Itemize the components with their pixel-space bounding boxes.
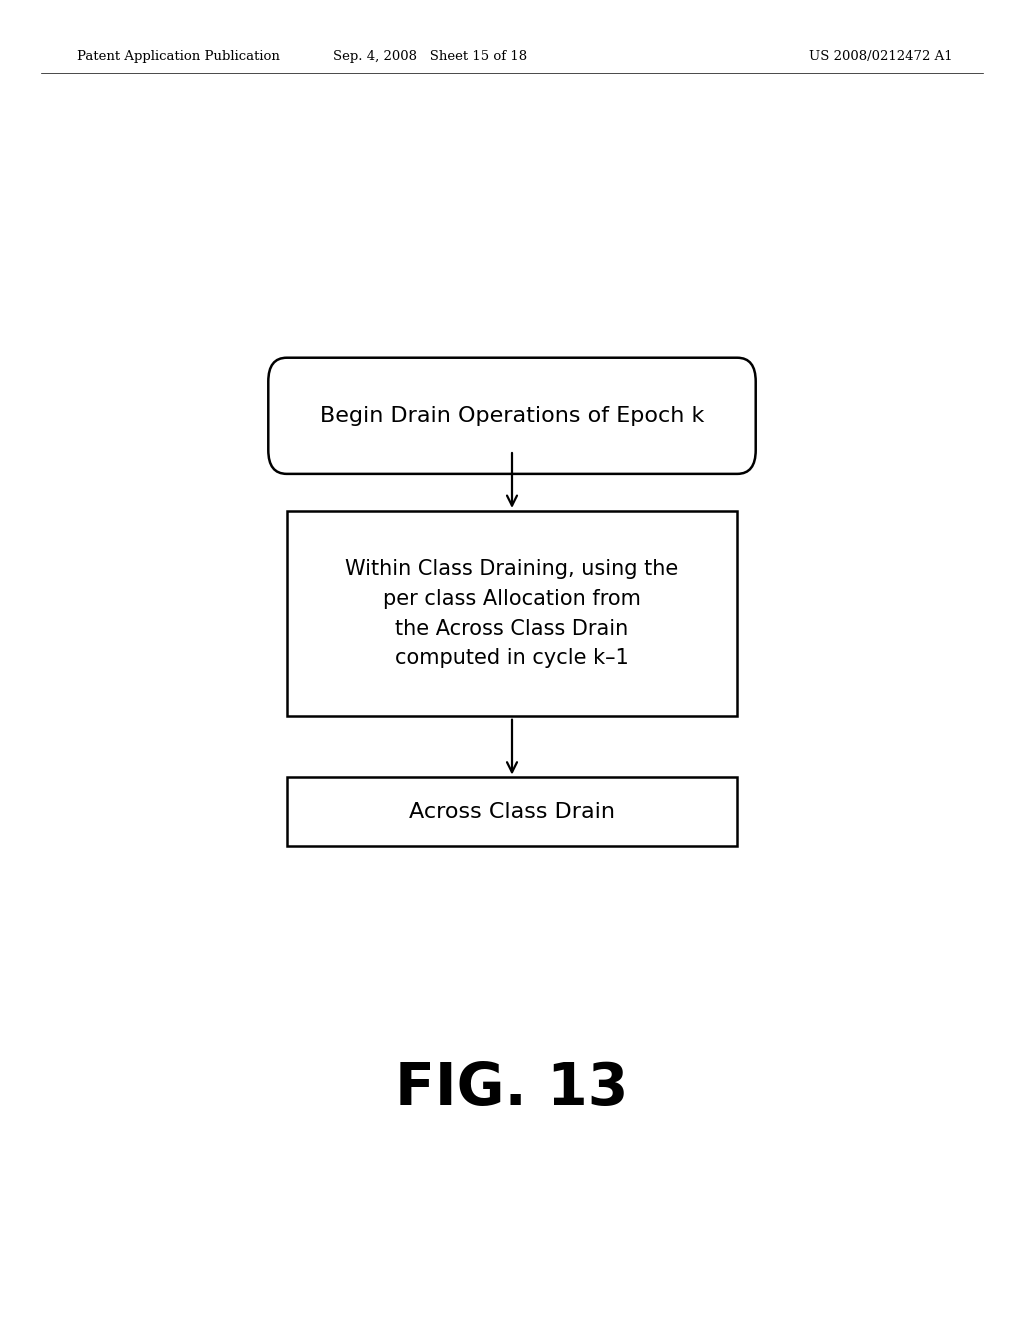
Text: Across Class Drain: Across Class Drain [409,801,615,822]
Text: US 2008/0212472 A1: US 2008/0212472 A1 [809,50,952,63]
Text: FIG. 13: FIG. 13 [395,1060,629,1118]
Text: Sep. 4, 2008   Sheet 15 of 18: Sep. 4, 2008 Sheet 15 of 18 [333,50,527,63]
Text: Patent Application Publication: Patent Application Publication [77,50,280,63]
Text: Begin Drain Operations of Epoch k: Begin Drain Operations of Epoch k [319,405,705,426]
FancyBboxPatch shape [287,511,737,715]
Text: Within Class Draining, using the
per class Allocation from
the Across Class Drai: Within Class Draining, using the per cla… [345,560,679,668]
FancyBboxPatch shape [287,777,737,846]
FancyBboxPatch shape [268,358,756,474]
